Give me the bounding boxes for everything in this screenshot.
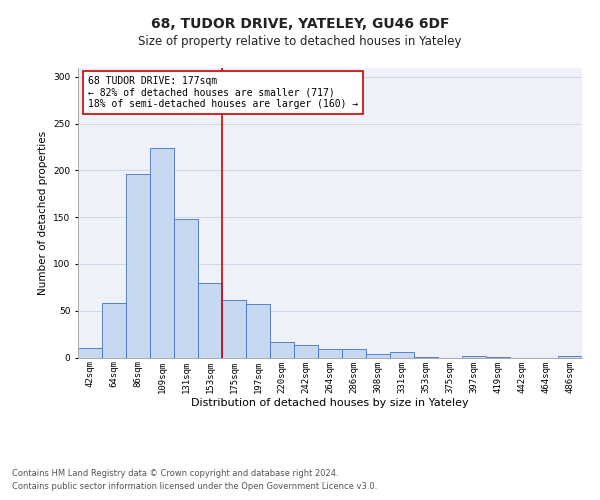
Bar (558, 356, 582, 358)
Bar (366, 354, 390, 358)
Bar (270, 342, 294, 357)
Y-axis label: Number of detached properties: Number of detached properties (38, 130, 47, 294)
Bar (222, 300, 246, 358)
Bar (246, 304, 270, 358)
Bar (294, 346, 318, 358)
Bar (414, 356, 438, 358)
Bar (198, 282, 222, 358)
Bar (102, 303, 126, 358)
Bar (342, 349, 366, 358)
Bar (318, 349, 342, 358)
Text: Contains HM Land Registry data © Crown copyright and database right 2024.: Contains HM Land Registry data © Crown c… (12, 469, 338, 478)
Bar (126, 174, 150, 358)
Bar (150, 148, 174, 358)
Text: Size of property relative to detached houses in Yateley: Size of property relative to detached ho… (138, 35, 462, 48)
X-axis label: Distribution of detached houses by size in Yateley: Distribution of detached houses by size … (191, 398, 469, 408)
Text: Contains public sector information licensed under the Open Government Licence v3: Contains public sector information licen… (12, 482, 377, 491)
Bar (390, 352, 414, 358)
Text: 68, TUDOR DRIVE, YATELEY, GU46 6DF: 68, TUDOR DRIVE, YATELEY, GU46 6DF (151, 18, 449, 32)
Bar (78, 348, 102, 358)
Bar (174, 219, 198, 358)
Bar (462, 356, 486, 358)
Bar (486, 356, 510, 358)
Text: 68 TUDOR DRIVE: 177sqm
← 82% of detached houses are smaller (717)
18% of semi-de: 68 TUDOR DRIVE: 177sqm ← 82% of detached… (88, 76, 358, 110)
